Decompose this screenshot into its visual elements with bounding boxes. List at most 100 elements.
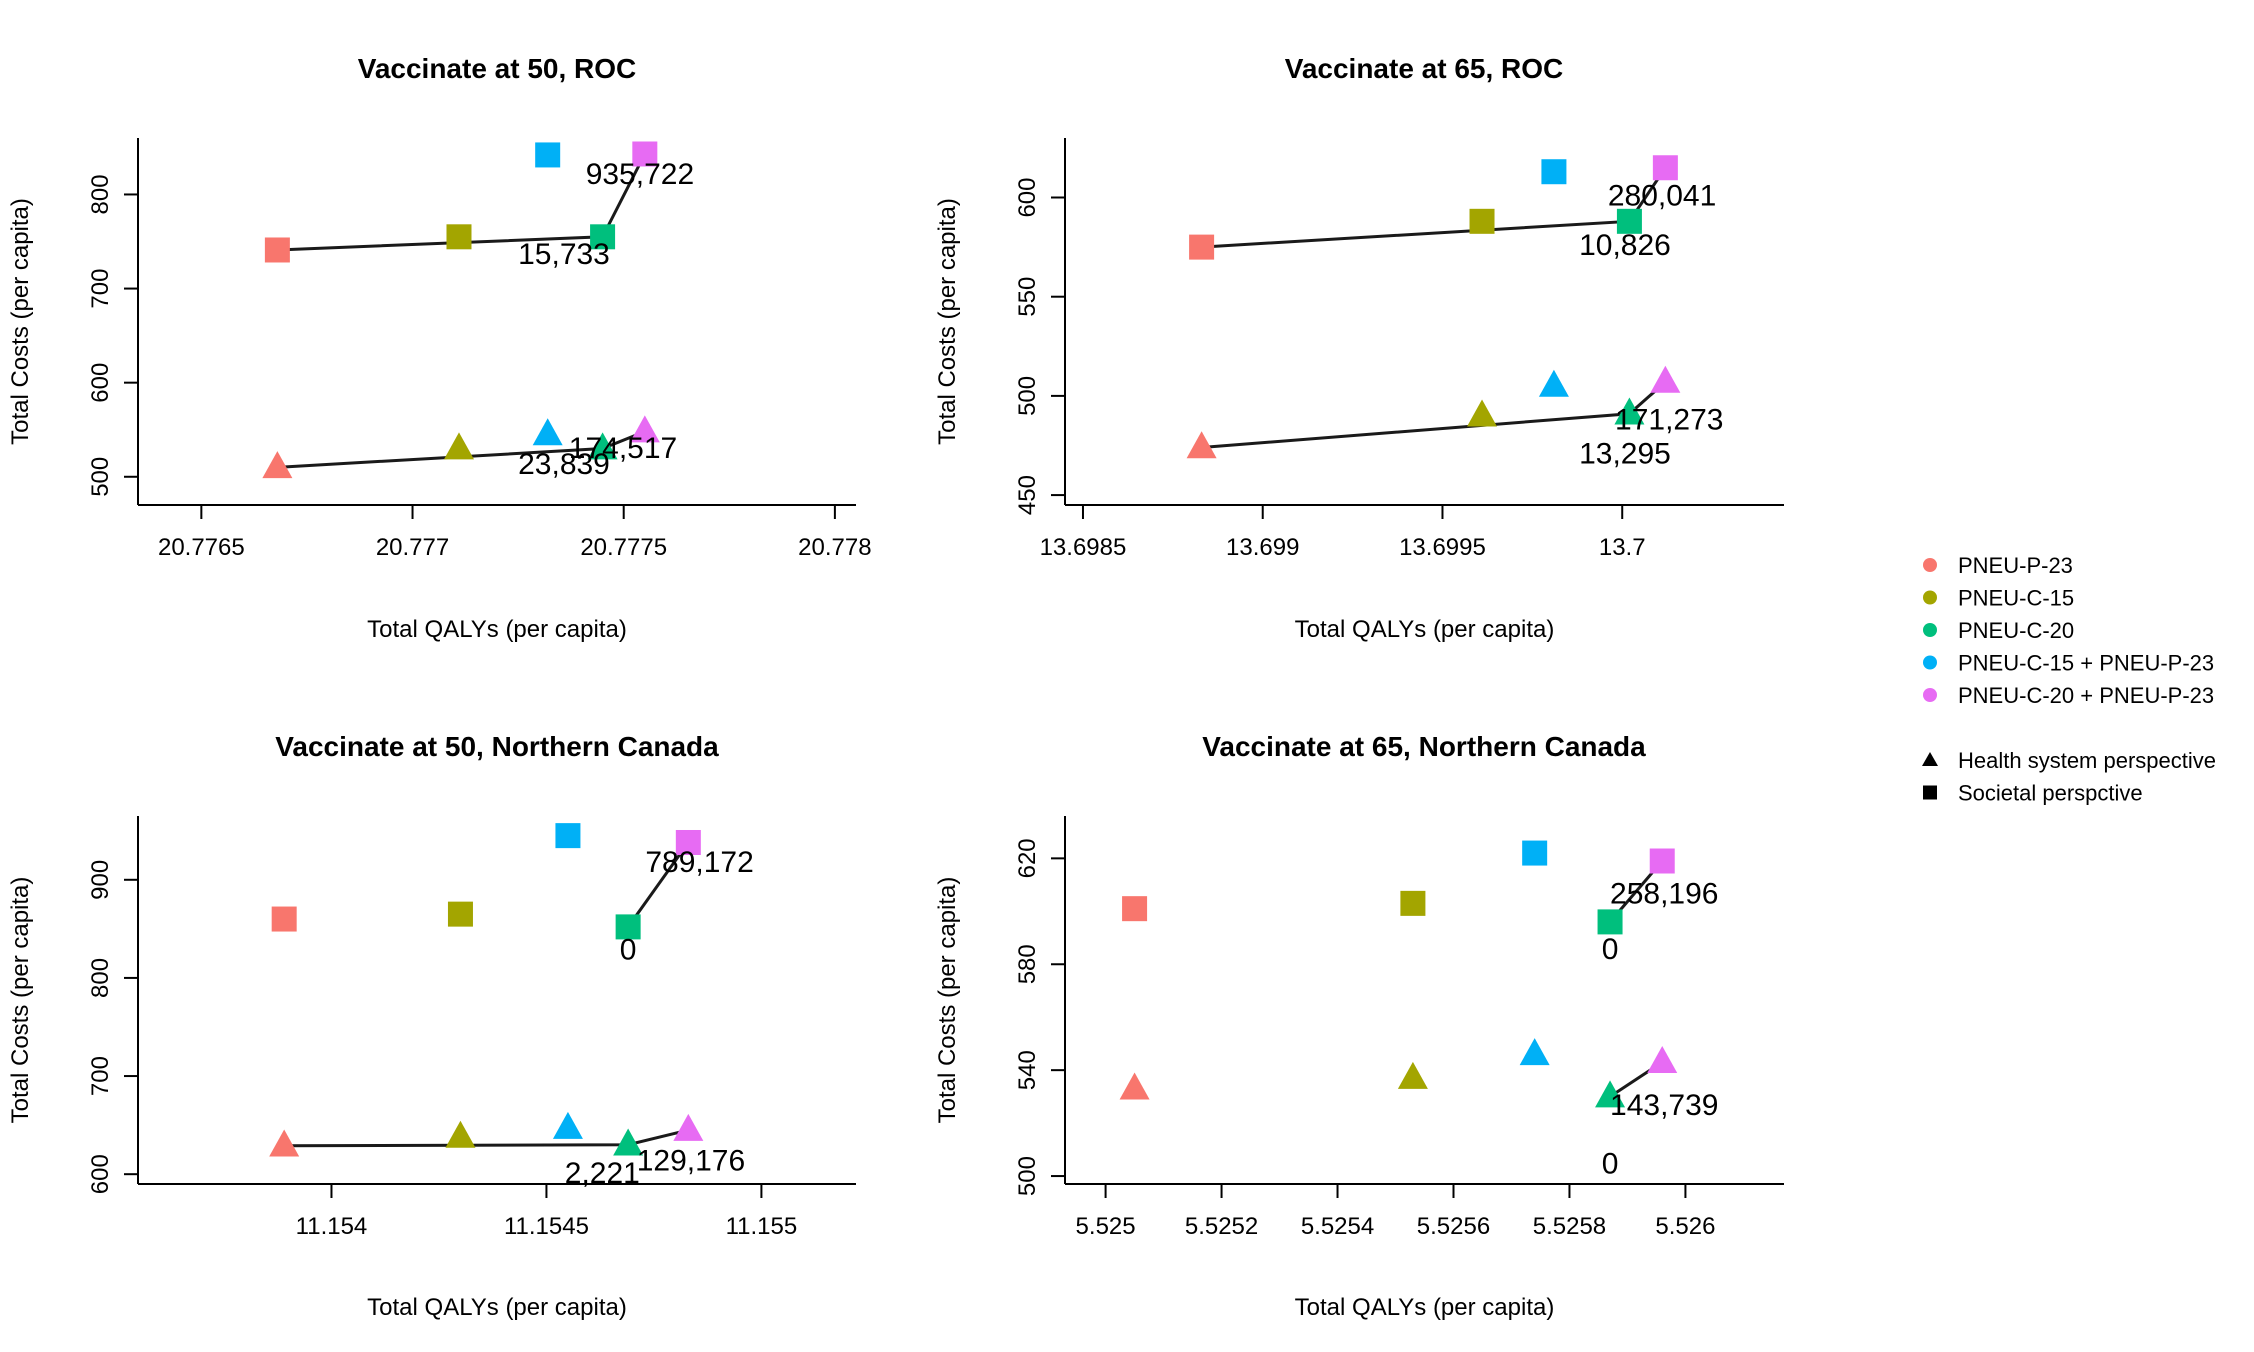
legend: PNEU-P-23 PNEU-C-15 PNEU-C-20 PNEU-C-15 + P… xyxy=(1922,553,2216,806)
legend-item-c15: PNEU-C-15 xyxy=(1923,586,2074,611)
legend-item-p23: PNEU-P-23 xyxy=(1923,553,2073,578)
icer-label: 15,733 xyxy=(518,238,610,271)
point-triangle-c15p23 xyxy=(1538,369,1569,397)
point-triangle-c15 xyxy=(445,1120,476,1148)
icer-label: 129,176 xyxy=(637,1144,745,1177)
point-triangle-c20 xyxy=(587,432,618,460)
x-tick-label: 5.5254 xyxy=(1301,1213,1374,1240)
efficiency-frontier-societal xyxy=(626,841,690,928)
y-tick-label: 700 xyxy=(87,1056,114,1096)
legend-triangle-icon xyxy=(1922,752,1938,766)
point-square-c20p23 xyxy=(632,141,658,167)
legend-label: PNEU-P-23 xyxy=(1958,553,2073,578)
icer-label: 280,041 xyxy=(1608,179,1716,212)
x-axis-title: Total QALYs (per capita) xyxy=(1295,1294,1555,1321)
legend-label: Health system perspective xyxy=(1958,748,2216,773)
icer-label: 23,839 xyxy=(518,448,610,481)
legend-label: Societal perspctive xyxy=(1958,781,2143,806)
y-axis-title: Total Costs (per capita) xyxy=(934,877,961,1124)
point-triangle-c15p23 xyxy=(552,1111,583,1139)
x-axis-title: Total QALYs (per capita) xyxy=(367,1294,627,1321)
y-axis-title: Total Costs (per capita) xyxy=(934,198,961,445)
y-tick-label: 580 xyxy=(1014,944,1041,984)
y-tick-label: 600 xyxy=(87,363,114,403)
y-tick-label: 620 xyxy=(1014,838,1041,878)
x-axis-title: Total QALYs (per capita) xyxy=(1295,616,1555,643)
icer-label: 171,273 xyxy=(1615,404,1723,437)
y-tick-label: 800 xyxy=(87,174,114,214)
panel-title: Vaccinate at 65, ROC xyxy=(1285,53,1564,84)
point-triangle-c20 xyxy=(1614,397,1645,425)
point-triangle-c20 xyxy=(1595,1080,1626,1108)
y-tick-label: 500 xyxy=(1014,376,1041,416)
x-tick-label: 20.778 xyxy=(798,534,871,561)
legend-label: PNEU-C-15 xyxy=(1958,586,2074,611)
x-axis-title: Total QALYs (per capita) xyxy=(367,616,627,643)
point-square-c15p23 xyxy=(1541,159,1567,185)
icer-label: 0 xyxy=(1602,1147,1619,1180)
legend-item-c20p23: PNEU-C-20 + PNEU-P-23 xyxy=(1923,683,2214,708)
panel-title: Vaccinate at 50, ROC xyxy=(358,53,637,84)
point-square-p23 xyxy=(271,906,297,932)
point-triangle-c20p23 xyxy=(673,1113,704,1141)
point-square-c15 xyxy=(446,224,472,250)
icer-label: 2,221 xyxy=(565,1157,640,1190)
point-triangle-c15 xyxy=(1397,1061,1428,1089)
point-square-c20p23 xyxy=(1649,848,1675,874)
legend-dot-c20 xyxy=(1923,623,1937,637)
icer-label: 935,722 xyxy=(586,158,694,191)
legend-item-c15p23: PNEU-C-15 + PNEU-P-23 xyxy=(1923,651,2214,676)
chart-panel-4: Vaccinate at 65, Northern Canada 5.525 5.5… xyxy=(934,731,1784,1321)
point-triangle-c15p23 xyxy=(1519,1038,1550,1066)
legend-item-health: Health system perspective xyxy=(1922,748,2216,773)
panel-title: Vaccinate at 50, Northern Canada xyxy=(275,731,719,762)
icer-label: 0 xyxy=(620,933,637,966)
legend-dot-c20p23 xyxy=(1923,688,1937,702)
x-tick-label: 11.154 xyxy=(296,1213,368,1240)
y-tick-label: 600 xyxy=(87,1154,114,1194)
panel-title: Vaccinate at 65, Northern Canada xyxy=(1202,731,1646,762)
icer-label: 174,517 xyxy=(569,432,677,465)
icer-label: 258,196 xyxy=(1610,877,1718,910)
point-square-p23 xyxy=(264,237,290,263)
point-triangle-c20 xyxy=(613,1128,644,1156)
x-tick-label: 20.7765 xyxy=(158,534,245,561)
y-tick-label: 450 xyxy=(1014,475,1041,515)
point-triangle-c15 xyxy=(1467,399,1498,427)
point-triangle-p23 xyxy=(1119,1072,1150,1100)
point-square-c15p23 xyxy=(535,142,561,168)
x-tick-label: 5.5256 xyxy=(1417,1213,1490,1240)
point-triangle-c20p23 xyxy=(1650,365,1681,393)
point-triangle-p23 xyxy=(262,451,293,479)
point-triangle-c15p23 xyxy=(532,418,563,446)
point-square-c20p23 xyxy=(1652,155,1678,181)
point-square-c20 xyxy=(590,224,616,250)
y-axis-title: Total Costs (per capita) xyxy=(7,198,34,445)
y-tick-label: 500 xyxy=(1014,1156,1041,1196)
point-triangle-c15 xyxy=(443,432,474,460)
point-square-c15 xyxy=(1469,208,1495,234)
chart-panel-1: Vaccinate at 50, ROC 20.7765 20.777 20.7775… xyxy=(7,53,872,643)
point-square-p23 xyxy=(1122,896,1148,922)
point-square-c20 xyxy=(1616,208,1642,234)
y-tick-label: 540 xyxy=(1014,1050,1041,1090)
point-square-c15p23 xyxy=(555,823,581,849)
y-axis-title: Total Costs (per capita) xyxy=(7,877,34,1124)
legend-item-c20: PNEU-C-20 xyxy=(1923,618,2074,643)
x-tick-label: 20.777 xyxy=(376,534,449,561)
legend-dot-c15p23 xyxy=(1923,655,1937,670)
point-square-c20 xyxy=(615,914,641,940)
legend-square-icon xyxy=(1923,785,1937,800)
point-triangle-p23 xyxy=(1186,431,1217,459)
x-tick-label: 11.155 xyxy=(726,1213,798,1240)
legend-label: PNEU-C-20 xyxy=(1958,618,2074,643)
x-tick-label: 5.525 xyxy=(1076,1213,1136,1240)
y-tick-label: 900 xyxy=(87,860,114,900)
legend-dot-p23 xyxy=(1923,558,1937,572)
icer-label: 789,172 xyxy=(645,846,753,879)
point-square-c20p23 xyxy=(675,829,701,855)
x-tick-label: 13.6995 xyxy=(1399,534,1486,561)
point-square-c20 xyxy=(1597,909,1623,935)
point-square-c15 xyxy=(1400,890,1426,916)
